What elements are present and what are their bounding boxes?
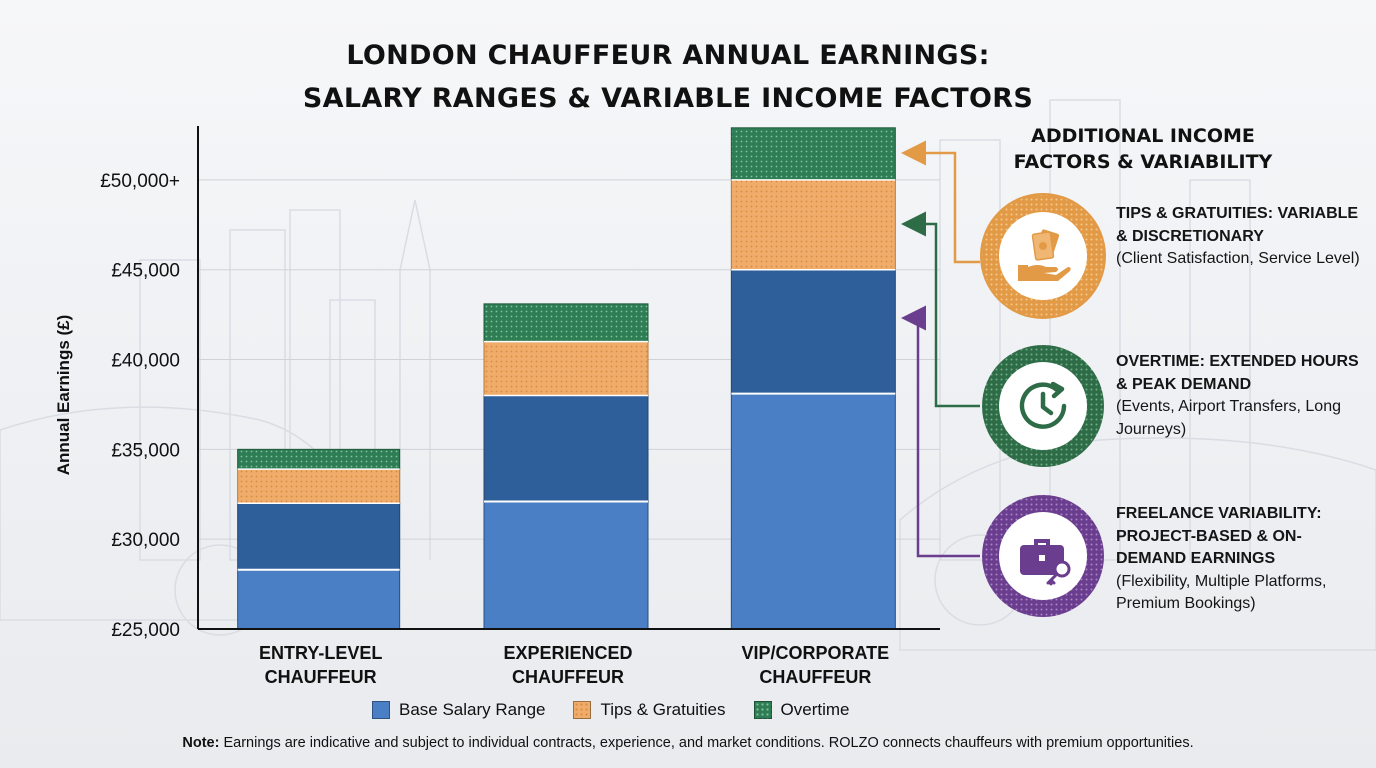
freelance-factor-detail: (Flexibility, Multiple Platforms, Premiu… — [1116, 572, 1327, 613]
freelance-factor-heading: FREELANCE VARIABILITY: PROJECT-BASED & O… — [1116, 505, 1322, 567]
x-tick-label: EXPERIENCED — [503, 643, 632, 663]
legend-swatch-tips — [573, 701, 592, 719]
connector-arrows — [901, 140, 980, 558]
briefcase-key-icon — [1020, 539, 1071, 586]
bar-group — [730, 127, 896, 630]
bar-base-lower — [237, 569, 401, 630]
title-line-2: SALARY RANGES & VARIABLE INCOME FACTORS — [302, 83, 1034, 114]
clock-icon — [1019, 381, 1067, 429]
tips-circle-inner — [999, 212, 1087, 300]
y-tick-label: £40,000 — [111, 351, 180, 372]
y-tick-label: £35,000 — [111, 440, 180, 461]
tips-circle — [980, 193, 1106, 319]
title-line-1: LONDON CHAUFFEUR ANNUAL EARNINGS: — [346, 40, 990, 71]
side-panel-title: ADDITIONAL INCOME FACTORS & VARIABILITY — [1013, 125, 1273, 173]
bar-base-upper — [237, 502, 401, 571]
overtime-circle-inner — [999, 362, 1087, 450]
bar-base-lower — [730, 393, 896, 630]
legend-label-overtime: Overtime — [780, 700, 850, 719]
x-tick-label: CHAUFFEUR — [265, 667, 377, 687]
bar-base-upper — [483, 394, 649, 502]
overtime-circle — [980, 343, 1106, 469]
legend-item-overtime: Overtime — [753, 700, 850, 720]
tips-factor-text: TIPS & GRATUITIES: VARIABLE & DISCRETION… — [1116, 203, 1366, 271]
bar-overtime — [483, 303, 649, 343]
footnote-text: Earnings are indicative and subject to i… — [219, 735, 1194, 751]
overtime-connector-arrow — [901, 211, 980, 408]
y-tick-label: £30,000 — [111, 530, 180, 551]
x-tick-label: CHAUFFEUR — [512, 667, 624, 687]
bar-group — [483, 303, 649, 630]
footnote-label: Note: — [182, 735, 220, 751]
bar-base-upper — [730, 269, 896, 395]
chart-legend: Base Salary Range Tips & Gratuities Over… — [372, 700, 849, 720]
legend-item-tips: Tips & Gratuities — [573, 700, 726, 720]
tips-factor-detail: (Client Satisfaction, Service Level) — [1116, 250, 1360, 267]
legend-swatch-base — [372, 701, 390, 719]
y-axis-label: Annual Earnings (£) — [54, 314, 73, 476]
chart-title: LONDON CHAUFFEUR ANNUAL EARNINGS: SALARY… — [0, 34, 1336, 120]
legend-label-tips: Tips & Gratuities — [600, 700, 726, 719]
overtime-factor-detail: (Events, Airport Transfers, Long Journey… — [1116, 398, 1341, 438]
y-tick-label: £45,000 — [111, 261, 180, 282]
hand-money-icon — [1018, 229, 1071, 281]
x-tick-label: CHAUFFEUR — [759, 667, 871, 687]
x-tick-label: VIP/CORPORATE — [741, 643, 889, 663]
legend-swatch-overtime — [753, 701, 772, 719]
freelance-circle-inner — [999, 512, 1087, 600]
legend-label-base: Base Salary Range — [399, 700, 546, 719]
bar-overtime — [730, 127, 896, 181]
bar-base-lower — [483, 500, 649, 630]
freelance-connector-arrow — [901, 305, 980, 558]
freelance-factor-text: FREELANCE VARIABILITY: PROJECT-BASED & O… — [1116, 503, 1366, 616]
bar-tips — [237, 468, 401, 504]
freelance-circle — [980, 493, 1106, 619]
tips-factor-heading: TIPS & GRATUITIES: VARIABLE & DISCRETION… — [1116, 205, 1359, 245]
bar-tips — [730, 179, 896, 271]
bar-tips — [483, 341, 649, 396]
x-tick-label: ENTRY-LEVEL — [259, 643, 382, 663]
bar-overtime — [237, 448, 401, 470]
y-tick-label: £25,000 — [111, 620, 180, 641]
overtime-factor-text: OVERTIME: EXTENDED HOURS & PEAK DEMAND (… — [1116, 351, 1366, 441]
overtime-factor-heading: OVERTIME: EXTENDED HOURS & PEAK DEMAND — [1116, 353, 1359, 393]
bar-group — [237, 448, 401, 630]
footnote: Note: Earnings are indicative and subjec… — [0, 735, 1376, 751]
y-tick-label: £50,000+ — [100, 171, 180, 192]
tips-connector-arrow — [901, 140, 980, 264]
legend-item-base: Base Salary Range — [372, 700, 545, 720]
